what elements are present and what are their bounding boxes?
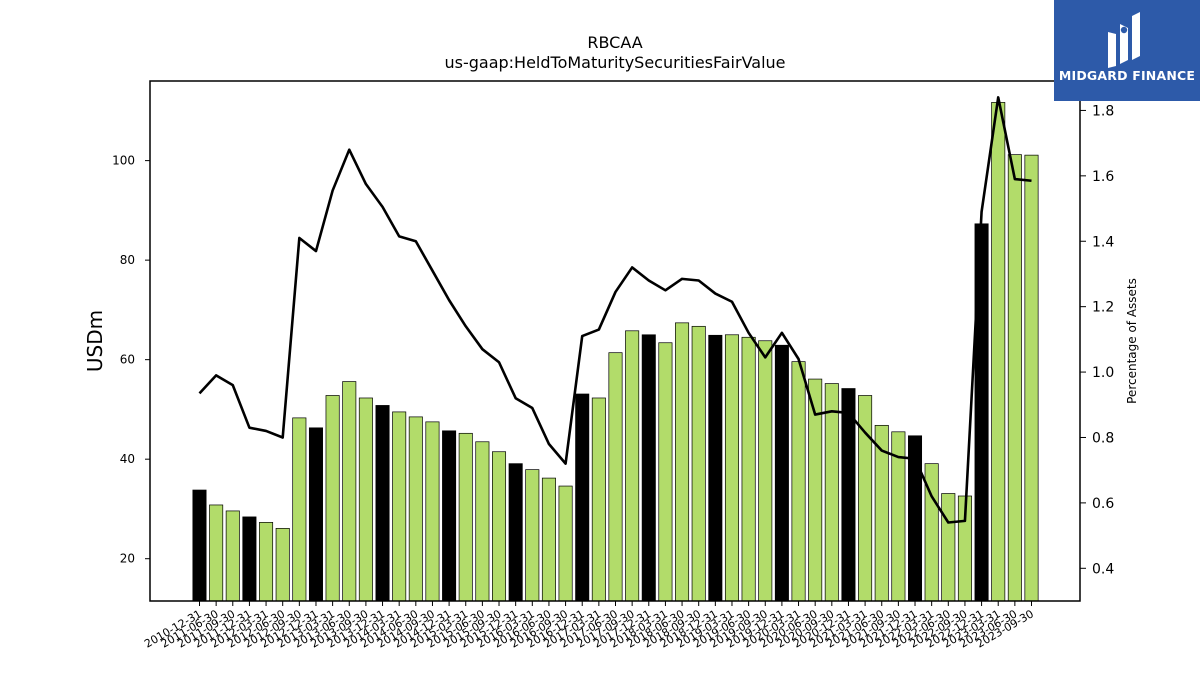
bar (941, 493, 956, 602)
bar (242, 516, 257, 602)
bar (275, 527, 290, 602)
bar (425, 421, 440, 602)
y2-tick-label: 1.6 (1092, 169, 1114, 185)
bar (492, 451, 507, 602)
bar (658, 342, 673, 602)
bar (608, 352, 623, 602)
bar (774, 344, 789, 602)
bar (392, 411, 407, 602)
bar (508, 463, 523, 602)
bar (1024, 154, 1039, 602)
bar (758, 340, 773, 602)
y2-tick-label: 0.8 (1092, 430, 1114, 446)
left-axis: 20 40 60 80 100 (112, 154, 150, 566)
bar (375, 405, 390, 602)
y2-tick-label: 1.8 (1092, 103, 1114, 119)
y2-tick-label: 0.4 (1092, 561, 1114, 577)
y-tick-label: 60 (120, 353, 135, 367)
bar (558, 485, 573, 602)
y2-tick-label: 1.0 (1092, 365, 1114, 381)
bar (591, 397, 606, 602)
y2-tick-label: 1.2 (1092, 300, 1114, 316)
bar (325, 395, 340, 602)
bar (541, 477, 556, 602)
bar (308, 427, 323, 602)
bar (991, 102, 1006, 602)
bar (791, 361, 806, 602)
bar (625, 330, 640, 602)
y-tick-label: 80 (120, 253, 135, 267)
y2-tick-label: 1.4 (1092, 234, 1114, 250)
y-axis-label-left: USDm (83, 310, 107, 372)
bar (1007, 154, 1022, 602)
bar (408, 416, 423, 602)
y-tick-label: 40 (120, 452, 135, 466)
bar (342, 381, 357, 602)
y-tick-label: 20 (120, 552, 135, 566)
bar (691, 325, 706, 602)
line-group (198, 96, 1032, 524)
chart-subtitle: us-gaap:HeldToMaturitySecuritiesFairValu… (444, 53, 785, 72)
brand-logo: MIDGARD FINANCE (1054, 0, 1200, 101)
bar (525, 469, 540, 602)
y2-tick-label: 0.6 (1092, 496, 1114, 512)
bar (259, 522, 274, 602)
midgard-m-icon (1108, 12, 1140, 68)
bar (741, 336, 756, 602)
bar (442, 430, 457, 602)
bar (192, 489, 207, 602)
bar (641, 334, 656, 602)
bar (575, 393, 590, 602)
bar (225, 510, 240, 602)
bar-group (192, 102, 1039, 602)
bar (675, 322, 690, 602)
bar (209, 504, 224, 602)
bar (724, 334, 739, 602)
y-axis-label-right: Percentage of Assets (1125, 278, 1139, 404)
bar (358, 397, 373, 602)
bar (292, 417, 307, 602)
bar (708, 334, 723, 602)
y-tick-label: 100 (112, 154, 135, 168)
series-line (198, 96, 1032, 524)
brand-name: MIDGARD FINANCE (1058, 68, 1196, 83)
bar (824, 383, 839, 602)
right-axis: 0.4 0.6 0.8 1.0 1.2 1.4 1.6 1.8 (1080, 103, 1114, 577)
bar (458, 432, 473, 602)
chart-title: RBCAA (587, 33, 642, 52)
x-axis: 2010-12-312011-06-302011-09-302011-12-31… (142, 601, 1036, 651)
bar (475, 441, 490, 602)
